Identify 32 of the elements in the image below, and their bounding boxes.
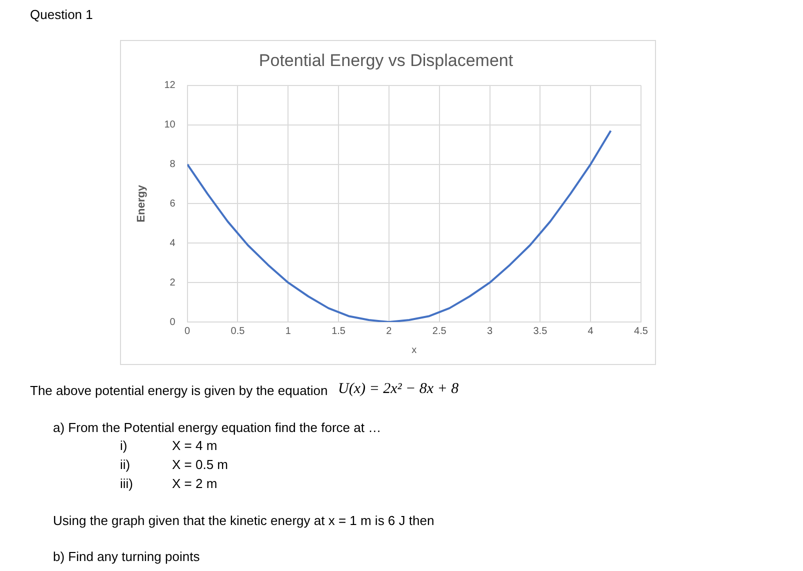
- x-tick-label: 4: [588, 326, 594, 337]
- text: The above potential energy is given by the equation: [30, 383, 328, 398]
- text: ii): [120, 457, 130, 472]
- y-tick-label: 0: [170, 316, 176, 328]
- x-axis-title: x: [412, 344, 417, 356]
- x-tick-label: 3: [486, 326, 493, 337]
- y-tick-label: 8: [170, 159, 176, 170]
- text: b) Find any turning points: [53, 549, 200, 564]
- text: Question 1: [30, 7, 93, 22]
- x-tick-label: 0.5: [230, 326, 246, 337]
- x-tick-label: 1.5: [332, 326, 346, 337]
- text: i): [120, 438, 128, 453]
- chart-title: Potential Energy vs Displacement: [258, 50, 514, 70]
- y-axis-title: Energy: [136, 184, 148, 222]
- text: Using the graph given that the kinetic energy at x = 1 m is 6 J then: [53, 513, 434, 528]
- text: X = 0.5 m: [172, 457, 228, 472]
- y-tick-label: 2: [170, 277, 176, 288]
- text: iii): [120, 476, 133, 491]
- y-tick-label: 12: [164, 80, 176, 92]
- y-tick-label: 4: [170, 238, 176, 249]
- text: X = 2 m: [172, 476, 218, 491]
- x-tick-label: 3.5: [533, 326, 548, 337]
- x-tick-label: 1: [285, 326, 292, 337]
- text: X = 4 m: [172, 438, 218, 453]
- text: U(x) = 2x² − 8x + 8: [338, 381, 459, 398]
- x-tick-label: 0: [184, 326, 191, 337]
- x-tick-label: 4.5: [634, 326, 648, 337]
- y-tick-label: 6: [170, 198, 176, 210]
- text: a) From the Potential energy equation find the force at …: [53, 420, 382, 435]
- x-tick-label: 2.5: [432, 326, 447, 337]
- x-tick-label: 2: [386, 326, 392, 337]
- y-tick-label: 10: [164, 120, 176, 131]
